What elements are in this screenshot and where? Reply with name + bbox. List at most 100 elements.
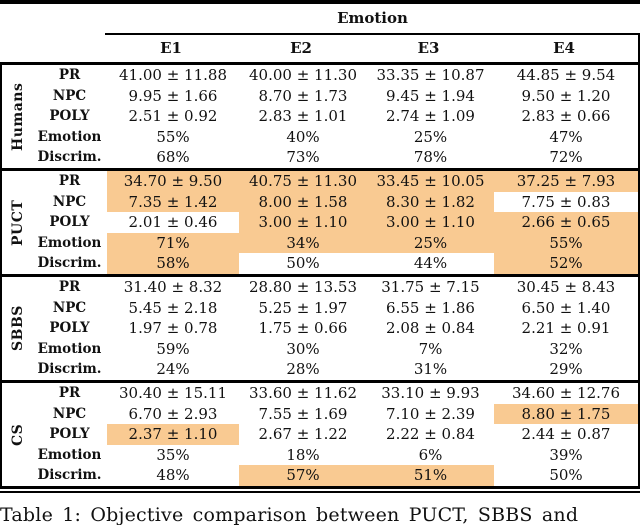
table-row-emotion: Emotion 59% 30% 7% 32% [32,339,638,360]
row-label: Emotion [37,234,102,251]
value-cell: 30.45 ± 8.43 [516,278,616,296]
value-cell: 3.00 ± 1.10 [239,212,367,233]
group-label-puct: PUCT [10,199,26,246]
value-cell: 40.00 ± 11.30 [249,66,357,84]
value-cell: 5.25 ± 1.97 [258,298,348,317]
table-row-pr: PR 41.00 ± 11.88 40.00 ± 11.30 33.35 ± 10.8… [32,65,638,86]
column-header-e1: E1 [160,39,182,57]
value-cell: 2.66 ± 0.65 [494,212,638,233]
value-cell: 2.51 ± 0.92 [128,107,218,126]
value-cell: 34.60 ± 12.76 [512,384,620,402]
value-cell: 9.50 ± 1.20 [521,86,611,105]
group-rows: PR 41.00 ± 11.88 40.00 ± 11.30 33.35 ± 10.8… [32,65,638,168]
row-label: POLY [49,426,90,443]
column-header-row: E1 E2 E3 E4 [0,35,640,62]
top-rule [0,0,640,4]
cmid-rule [105,33,640,35]
value-cell: 57% [239,465,367,486]
value-cell: 72% [549,148,583,167]
value-cell: 32% [549,339,583,358]
value-cell: 50% [549,466,583,485]
group-block-sbbs: SBBS PR 31.40 ± 8.32 28.80 ± 13.53 31.75 ± 7… [0,277,640,383]
table-row-discrim: Discrim. 58% 50% 44% 52% [32,253,638,274]
value-cell: 33.35 ± 10.87 [376,66,485,84]
value-cell: 2.83 ± 1.01 [258,107,348,126]
value-cell: 1.97 ± 0.78 [128,319,218,338]
row-label: NPC [52,193,87,210]
value-cell: 5.45 ± 2.18 [128,298,218,317]
row-label: NPC [52,299,87,316]
table-row-npc: NPC 6.70 ± 2.93 7.55 ± 1.69 7.10 ± 2.39 8.80… [32,403,638,425]
group-label-cs: CS [10,423,26,446]
value-cell: 2.22 ± 0.84 [386,425,475,444]
value-cell: 2.01 ± 0.46 [128,213,218,232]
value-cell: 37.25 ± 7.93 [494,171,638,192]
row-label: NPC [52,405,87,422]
value-cell: 9.45 ± 1.94 [386,86,475,105]
value-cell: 73% [286,148,320,167]
column-header-e2: E2 [290,39,312,57]
table-row-discrim: Discrim. 48% 57% 51% 50% [32,465,638,486]
value-cell: 30% [286,339,320,358]
value-cell: 8.70 ± 1.73 [258,86,348,105]
table-row-emotion: Emotion 55% 40% 25% 47% [32,127,638,148]
bottom-rule-gap [0,489,640,491]
value-cell: 6% [418,445,443,464]
value-cell: 44.85 ± 9.54 [516,66,616,84]
row-label: Discrim. [37,361,102,378]
value-cell: 39% [549,445,583,464]
value-cell: 8.30 ± 1.82 [367,191,494,213]
table-row-npc: NPC 5.45 ± 2.18 5.25 ± 1.97 6.55 ± 1.86 6.50… [32,298,638,319]
row-label: POLY [49,320,90,337]
value-cell: 34% [239,232,367,254]
table-row-emotion: Emotion 35% 18% 6% 39% [32,445,638,466]
group-rows: PR 30.40 ± 15.11 33.60 ± 11.62 33.10 ± 9.93… [32,383,638,486]
value-cell: 40% [286,127,320,146]
row-label: Discrim. [37,149,102,166]
value-cell: 8.80 ± 1.75 [494,403,638,425]
bottom-rule-thin [0,491,640,493]
row-label: Emotion [37,446,102,463]
value-cell: 41.00 ± 11.88 [119,66,227,84]
value-cell: 33.10 ± 9.93 [381,384,480,402]
table-row-poly: POLY 2.37 ± 1.10 2.67 ± 1.22 2.22 ± 0.84 2.4… [32,424,638,445]
value-cell: 50% [286,254,320,273]
value-cell: 3.00 ± 1.10 [367,212,494,233]
value-cell: 44% [413,254,448,273]
value-cell: 55% [494,232,638,254]
table-row-npc: NPC 7.35 ± 1.42 8.00 ± 1.58 8.30 ± 1.82 7.75… [32,191,638,213]
value-cell: 7.55 ± 1.69 [258,404,348,423]
group-block-humans: Humans PR 41.00 ± 11.88 40.00 ± 11.30 33.35 … [0,65,640,171]
value-cell: 31% [413,360,448,379]
value-cell: 2.74 ± 1.09 [386,107,475,126]
table-row-poly: POLY 1.97 ± 0.78 1.75 ± 0.66 2.08 ± 0.84 2.2… [32,318,638,339]
row-label: Emotion [37,128,102,145]
results-table: Emotion E1 E2 E3 E4 Humans PR 41.00 ± 11.88 40… [0,0,640,493]
value-cell: 31.75 ± 7.15 [381,278,480,296]
group-block-cs: CS PR 30.40 ± 15.11 33.60 ± 11.62 33.10 ± 9.… [0,383,640,486]
value-cell: 2.37 ± 1.10 [107,424,239,445]
column-header-e4: E4 [553,39,575,57]
value-cell: 7.35 ± 1.42 [107,191,239,213]
table-row-emotion: Emotion 71% 34% 25% 55% [32,232,638,254]
value-cell: 25% [413,127,448,146]
value-cell: 59% [156,339,190,358]
value-cell: 6.55 ± 1.86 [386,298,475,317]
value-cell: 68% [156,148,190,167]
spanning-header-emotion: Emotion [337,9,408,27]
value-cell: 2.67 ± 1.22 [258,425,348,444]
row-label: PR [58,385,81,401]
value-cell: 30.40 ± 15.11 [119,384,227,402]
value-cell: 24% [156,360,190,379]
value-cell: 2.44 ± 0.87 [521,425,611,444]
table-row-poly: POLY 2.51 ± 0.92 2.83 ± 1.01 2.74 ± 1.09 2.8… [32,106,638,127]
value-cell: 78% [413,148,448,167]
value-cell: 55% [156,127,190,146]
value-cell: 52% [494,253,638,274]
value-cell: 35% [156,445,190,464]
value-cell: 48% [156,466,190,485]
row-label: Discrim. [37,255,102,272]
table-row-discrim: Discrim. 68% 73% 78% 72% [32,147,638,168]
value-cell: 2.21 ± 0.91 [521,319,611,338]
